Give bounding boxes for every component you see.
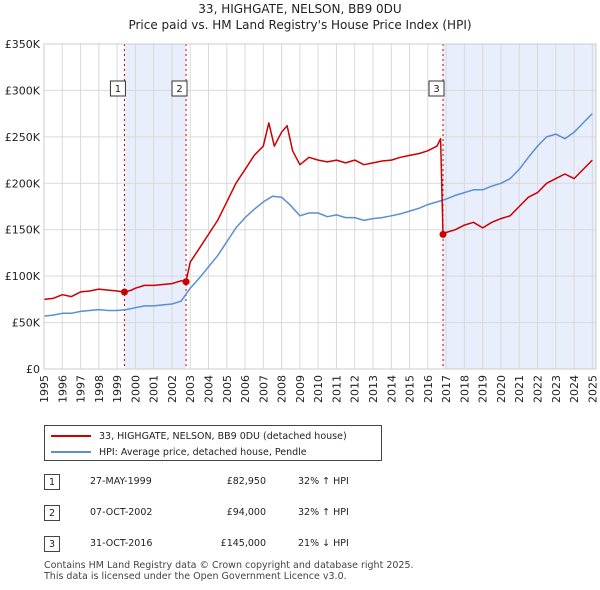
transaction-row: 3 31-OCT-2016 £145,000 21% ↓ HPI [44,536,564,554]
y-tick-label: £350K [5,38,41,51]
x-tick-label: 2025 [586,375,599,403]
transaction-number: 2 [44,505,60,521]
transaction-number: 1 [44,474,60,490]
y-tick-label: £150K [5,224,41,237]
transaction-point [439,230,447,238]
marker-label: 3 [428,80,445,97]
x-tick-label: 2014 [385,375,398,403]
y-tick-label: £300K [5,84,41,97]
y-tick-label: £200K [5,177,41,190]
x-tick-label: 2013 [367,375,380,403]
chart-title: 33, HIGHGATE, NELSON, BB9 0DU [198,2,402,16]
x-tick-label: 2016 [422,375,435,403]
x-tick-label: 2019 [477,375,490,403]
x-tick-label: 2021 [513,375,526,403]
transaction-hpi: 21% ↓ HPI [298,538,349,549]
x-tick-label: 2009 [294,375,307,403]
marker-number: 1 [115,84,121,95]
footer-licence: This data is licensed under the Open Gov… [44,571,347,582]
x-tick-label: 2003 [184,375,197,403]
x-tick-label: 2002 [166,375,179,403]
marker-number: 3 [433,84,439,95]
transaction-lines [123,44,444,369]
legend-label-price: 33, HIGHGATE, NELSON, BB9 0DU (detached … [99,430,347,442]
marker-label: 2 [171,80,188,97]
marker-box [109,80,126,97]
x-tick-label: 2023 [550,375,563,403]
transaction-point [120,288,128,296]
marker-label: 1 [109,80,126,97]
y-axis-ticks: £0 £50K £100K £150K £200K £250K £300K £350K [5,38,41,376]
x-tick-label: 2012 [349,375,362,403]
legend-swatch-hpi [51,451,91,453]
chart-subtitle: Price paid vs. HM Land Registry's House … [128,18,472,32]
transaction-hpi: 32% ↑ HPI [298,507,349,518]
legend-label-hpi: HPI: Average price, detached house, Pend… [99,446,307,458]
transaction-point [182,278,190,286]
transaction-row: 1 27-MAY-1999 £82,950 32% ↑ HPI [44,474,564,492]
x-axis-ticks: 1995 1996 1997 1998 1999 2000 2001 2002 2003 2004… [38,375,599,403]
price-chart: 1 2 3 £0 £50K £100K £150K £200K £250K £300K £350K… [5,38,600,403]
marker-number: 2 [176,84,182,95]
x-tick-label: 2008 [276,375,289,403]
transaction-date: 27-MAY-1999 [90,476,152,487]
transaction-price: £145,000 [220,538,266,549]
x-tick-label: 2022 [532,375,545,403]
x-tick-label: 2011 [330,375,343,403]
shaded-range [124,44,187,369]
marker-box [171,80,188,97]
transaction-price: £94,000 [226,507,266,518]
x-tick-label: 2018 [458,375,471,403]
transaction-hpi: 32% ↑ HPI [298,476,349,487]
x-tick-label: 1998 [93,375,106,403]
x-tick-label: 2020 [495,375,508,403]
y-tick-label: £250K [5,131,41,144]
legend: 33, HIGHGATE, NELSON, BB9 0DU (detached … [44,425,382,461]
series-line [43,113,593,317]
transaction-date: 31-OCT-2016 [90,538,153,549]
x-tick-label: 2007 [257,375,270,403]
series-line [43,122,593,301]
footer-copyright: Contains HM Land Registry data © Crown c… [44,560,414,571]
transaction-date: 07-OCT-2002 [90,507,153,518]
x-tick-label: 1999 [111,375,124,403]
x-tick-label: 2010 [312,375,325,403]
x-tick-label: 2015 [404,375,417,403]
plot-frame [43,43,597,370]
legend-item-price: 33, HIGHGATE, NELSON, BB9 0DU (detached … [51,428,347,444]
transaction-points [120,230,447,296]
marker-box [428,80,445,97]
y-tick-label: £0 [26,363,40,376]
x-tick-label: 1995 [38,375,51,403]
legend-swatch-price [51,435,91,437]
x-tick-label: 2017 [440,375,453,403]
shaded-ranges [124,44,596,369]
x-tick-label: 2006 [239,375,252,403]
marker-labels: 1 2 3 [109,80,445,97]
x-tick-label: 2005 [221,375,234,403]
transaction-number: 3 [44,536,60,552]
x-tick-label: 1996 [56,375,69,403]
y-tick-label: £50K [12,317,41,330]
x-tick-label: 2004 [203,375,216,403]
legend-item-hpi: HPI: Average price, detached house, Pend… [51,444,307,460]
grid-lines [43,43,596,370]
series-lines [43,113,593,317]
x-tick-label: 1997 [75,375,88,403]
x-tick-label: 2001 [148,375,161,403]
transaction-price: £82,950 [226,476,266,487]
transaction-row: 2 07-OCT-2002 £94,000 32% ↑ HPI [44,505,564,523]
x-tick-label: 2024 [568,375,581,403]
x-tick-label: 2000 [129,375,142,403]
y-tick-label: £100K [5,270,41,283]
